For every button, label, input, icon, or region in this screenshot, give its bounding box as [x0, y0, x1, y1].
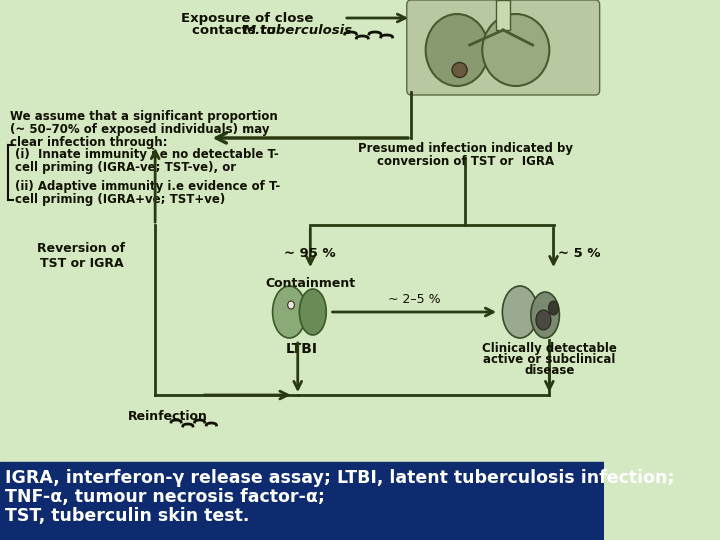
Ellipse shape [426, 14, 489, 86]
Text: Reinfection: Reinfection [127, 410, 207, 423]
Bar [497, 0, 510, 30]
Ellipse shape [482, 14, 549, 86]
Bar [0, 0, 604, 462]
Text: (i)  Innate immunity i.e no detectable T-: (i) Innate immunity i.e no detectable T- [15, 148, 279, 161]
Text: M.tuberculosis: M.tuberculosis [243, 24, 353, 37]
Ellipse shape [549, 301, 559, 315]
Ellipse shape [452, 63, 467, 78]
Text: TNF-α, tumour necrosis factor-α;: TNF-α, tumour necrosis factor-α; [5, 488, 325, 506]
Ellipse shape [536, 310, 551, 330]
Text: clear infection through:: clear infection through: [10, 136, 168, 149]
Bar [0, 462, 604, 540]
Text: Presumed infection indicated by: Presumed infection indicated by [358, 142, 573, 155]
Text: Clinically detectable: Clinically detectable [482, 342, 617, 355]
Text: ~ 5 %: ~ 5 % [558, 247, 600, 260]
Text: TST, tuberculin skin test.: TST, tuberculin skin test. [5, 507, 249, 525]
Text: contacts to: contacts to [192, 24, 286, 37]
Text: ~ 95 %: ~ 95 % [284, 247, 336, 260]
Text: (ii) Adaptive immunity i.e evidence of T-: (ii) Adaptive immunity i.e evidence of T… [15, 180, 280, 193]
Ellipse shape [531, 292, 559, 338]
Ellipse shape [288, 301, 294, 309]
Text: Exposure of close: Exposure of close [181, 12, 314, 25]
Text: disease: disease [524, 364, 575, 377]
FancyBboxPatch shape [407, 0, 600, 95]
Text: ~ 2–5 %: ~ 2–5 % [388, 293, 441, 306]
Ellipse shape [503, 286, 538, 338]
Ellipse shape [300, 289, 326, 335]
Text: IGRA, interferon-γ release assay; LTBI, latent tuberculosis infection;: IGRA, interferon-γ release assay; LTBI, … [5, 469, 675, 487]
Text: Containment: Containment [265, 277, 356, 290]
Text: active or subclinical: active or subclinical [483, 353, 616, 366]
Text: conversion of TST or  IGRA: conversion of TST or IGRA [377, 155, 554, 168]
Text: cell priming (IGRA-ve; TST-ve), or: cell priming (IGRA-ve; TST-ve), or [15, 161, 236, 174]
Text: Reversion of: Reversion of [37, 242, 125, 255]
Text: (~ 50–70% of exposed individuals) may: (~ 50–70% of exposed individuals) may [10, 123, 269, 136]
Text: LTBI: LTBI [286, 342, 318, 356]
Text: cell priming (IGRA+ve; TST+ve): cell priming (IGRA+ve; TST+ve) [15, 193, 225, 206]
Text: We assume that a significant proportion: We assume that a significant proportion [10, 110, 278, 123]
Text: TST or IGRA: TST or IGRA [40, 257, 123, 270]
Ellipse shape [273, 286, 306, 338]
